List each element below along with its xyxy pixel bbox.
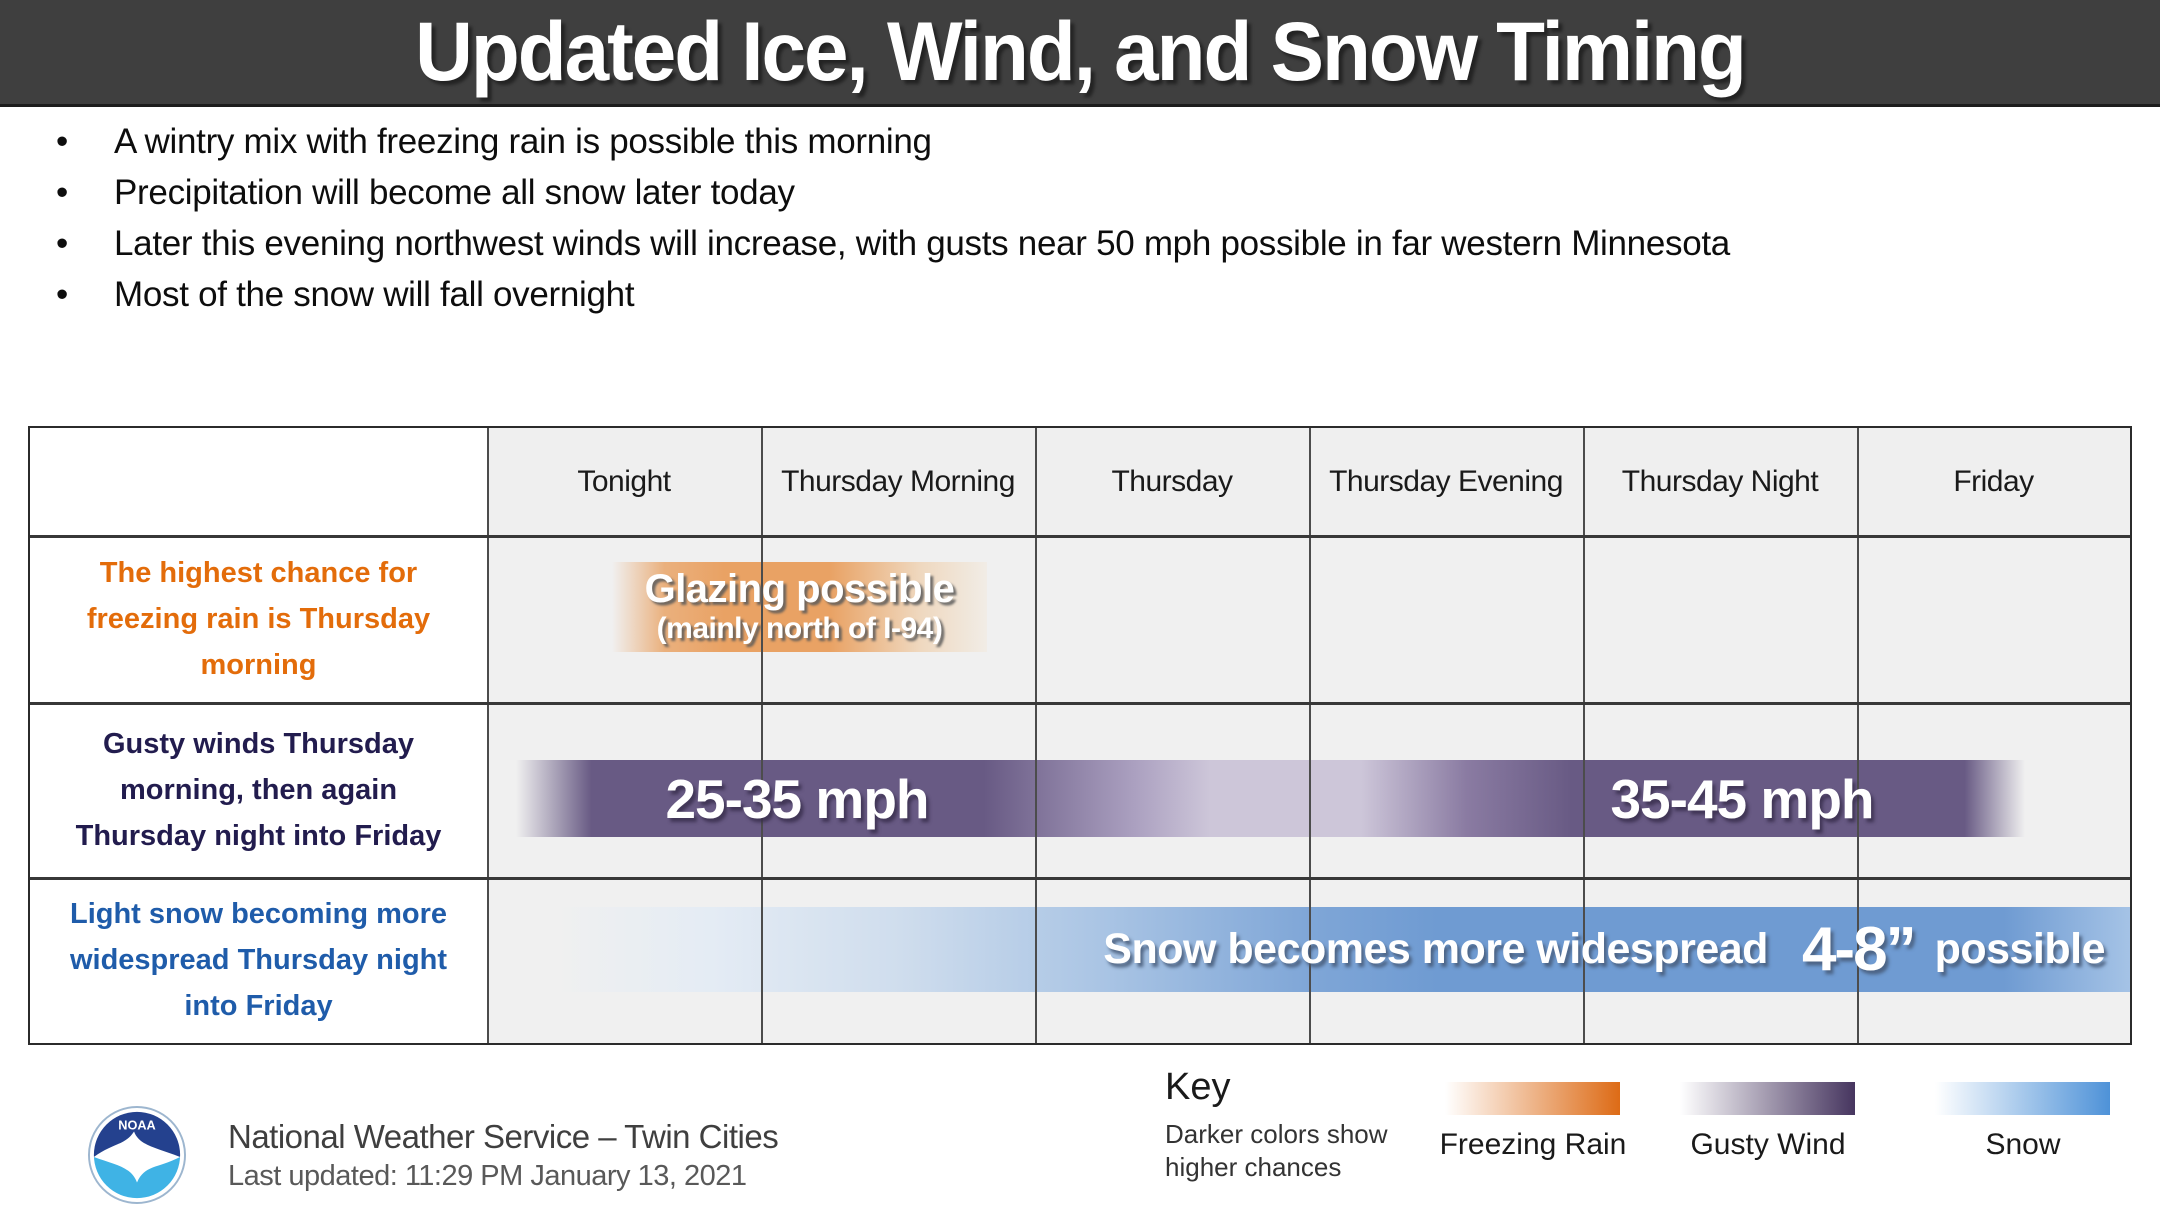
- freezing-rain-bar: [612, 562, 987, 652]
- wind-speed-right: 35-45 mph: [1610, 767, 1874, 830]
- noaa-logo: NOAA: [88, 1106, 186, 1204]
- grid-line: [1309, 428, 1311, 1043]
- grid-line: [30, 702, 2130, 705]
- timing-table: Tonight Thursday Morning Thursday Thursd…: [28, 426, 2132, 1045]
- grid-line: [1857, 428, 1859, 1043]
- grid-line: [1583, 428, 1585, 1043]
- bullet-item: Most of the snow will fall overnight: [46, 269, 2106, 320]
- key-note: Darker colors show higher chances: [1165, 1118, 1388, 1184]
- wind-speed-left: 25-35 mph: [665, 767, 929, 830]
- nws-name: National Weather Service – Twin Cities: [228, 1118, 779, 1155]
- snow-possible: possible: [1934, 925, 2106, 973]
- column-header-tonight: Tonight: [577, 464, 671, 498]
- grid-line: [30, 535, 2130, 538]
- bullet-item: Precipitation will become all snow later…: [46, 167, 2106, 218]
- noaa-logo-text: NOAA: [118, 1118, 156, 1133]
- title-bar: Updated Ice, Wind, and Snow Timing: [0, 0, 2160, 107]
- header-row-background: [487, 428, 2130, 535]
- label-column-background: [30, 428, 487, 1043]
- key-heading: Key: [1165, 1066, 1231, 1108]
- last-updated: Last updated: 11:29 PM January 13, 2021: [228, 1160, 747, 1192]
- bullet-list: A wintry mix with freezing rain is possi…: [46, 116, 2106, 320]
- row-label-snow: Light snow becoming more widespread Thur…: [69, 898, 448, 1022]
- glazing-annotation: Glazing possible (mainly north of I-94): [612, 562, 987, 652]
- grid-line: [487, 428, 489, 1043]
- column-header-thursday-morning: Thursday Morning: [781, 464, 1015, 498]
- column-header-thursday-night: Thursday Night: [1621, 464, 1819, 498]
- snow-bar: [554, 907, 2130, 992]
- legend-label-snow: Snow: [1985, 1128, 2061, 1161]
- gusty-wind-bar: [516, 760, 2025, 837]
- snow-annotation: Snow becomes more widespread 4-8” possib…: [1103, 907, 2105, 992]
- column-header-friday: Friday: [1953, 464, 2034, 498]
- legend-label-gusty-wind: Gusty Wind: [1690, 1128, 1846, 1161]
- legend-swatch-snow: [1935, 1082, 2110, 1115]
- glazing-line1: Glazing possible: [644, 567, 955, 611]
- row-label-gusty-wind: Gusty winds Thursday morning, then again…: [75, 727, 442, 852]
- column-header-thursday-evening: Thursday Evening: [1329, 464, 1563, 498]
- glazing-line2: (mainly north of I-94): [656, 612, 943, 645]
- grid-line: [1035, 428, 1037, 1043]
- key-note-line1: Darker colors show: [1165, 1119, 1388, 1149]
- row-label-freezing-rain: The highest chance for freezing rain is …: [86, 556, 431, 681]
- page-title: Updated Ice, Wind, and Snow Timing: [415, 5, 1747, 98]
- grid-line: [30, 877, 2130, 880]
- snow-amount: 4-8”: [1801, 915, 1917, 984]
- legend-label-freezing-rain: Freezing Rain: [1439, 1128, 1627, 1161]
- legend-swatch-gusty-wind: [1680, 1082, 1855, 1115]
- legend-swatch-freezing-rain: [1445, 1082, 1620, 1115]
- snow-text: Snow becomes more widespread: [1103, 925, 1768, 973]
- grid-line: [761, 428, 763, 1043]
- key-note-line2: higher chances: [1165, 1152, 1342, 1182]
- bullet-item: Later this evening northwest winds will …: [46, 218, 2106, 269]
- bullet-item: A wintry mix with freezing rain is possi…: [46, 116, 2106, 167]
- column-header-thursday: Thursday: [1111, 464, 1233, 498]
